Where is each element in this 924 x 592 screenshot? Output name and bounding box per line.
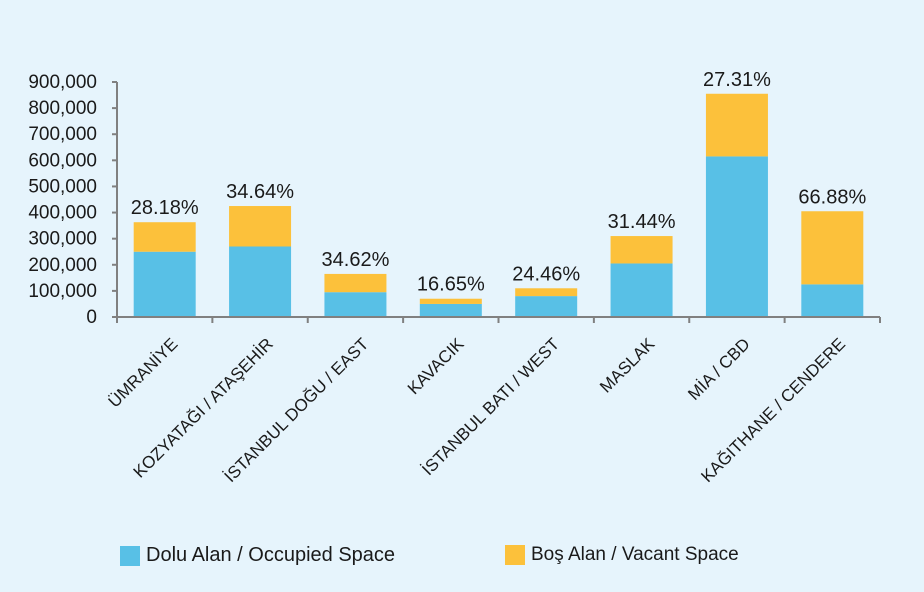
vacancy-rate-label-6: 27.31% — [703, 69, 771, 91]
bar-occupied-5 — [610, 263, 673, 317]
x-tick-label-0: ÜMRANİYE — [105, 334, 182, 411]
vacancy-rate-label-3: 16.65% — [417, 274, 485, 296]
vacancy-rate-label-4: 24.46% — [512, 263, 580, 285]
vacancy-rate-label-2: 34.62% — [322, 249, 390, 271]
y-tick-label-0: 0 — [86, 307, 97, 328]
legend-label-occupied: Dolu Alan / Occupied Space — [146, 544, 396, 566]
bar-vacant-4 — [515, 288, 578, 297]
bar-vacant-7 — [801, 211, 864, 285]
y-tick-label-2: 200,000 — [28, 255, 97, 276]
x-tick-label-6: MİA / CBD — [684, 334, 754, 404]
vacancy-rate-label-0: 28.18% — [131, 197, 199, 219]
y-tick-label-9: 900,000 — [28, 72, 97, 93]
bar-vacant-2 — [324, 273, 387, 293]
bar-occupied-6 — [705, 156, 768, 317]
bar-occupied-2 — [324, 292, 387, 317]
legend-item-vacant: Boş Alan / Vacant Space — [505, 544, 739, 566]
bar-occupied-7 — [801, 284, 864, 317]
y-tick-label-1: 100,000 — [28, 281, 97, 302]
bar-vacant-1 — [229, 206, 292, 247]
bar-vacant-0 — [133, 222, 196, 252]
legend-label-vacant: Boş Alan / Vacant Space — [531, 544, 739, 565]
y-tick-label-6: 600,000 — [28, 150, 97, 171]
legend-swatch-vacant — [505, 545, 525, 565]
y-tick-label-8: 800,000 — [28, 98, 97, 119]
y-tick-label-3: 300,000 — [28, 229, 97, 250]
bar-occupied-3 — [419, 303, 482, 317]
vacancy-rate-label-5: 31.44% — [608, 211, 676, 233]
y-tick-label-7: 700,000 — [28, 124, 97, 145]
bar-vacant-3 — [419, 298, 482, 304]
bar-occupied-0 — [133, 251, 196, 317]
x-tick-label-3: KAVACIK — [404, 334, 468, 398]
bar-vacant-5 — [610, 236, 673, 264]
vacancy-rate-label-1: 34.64% — [226, 181, 294, 203]
x-tick-label-5: MASLAK — [596, 334, 659, 397]
legend-swatch-occupied — [120, 545, 140, 566]
y-tick-label-4: 400,000 — [28, 203, 97, 224]
bar-occupied-1 — [229, 246, 292, 317]
y-tick-label-5: 500,000 — [28, 176, 97, 197]
legend-item-occupied: Dolu Alan / Occupied Space — [120, 544, 395, 567]
vacancy-rate-label-7: 66.88% — [798, 186, 866, 208]
bar-vacant-6 — [705, 93, 768, 157]
bar-occupied-4 — [515, 296, 578, 317]
